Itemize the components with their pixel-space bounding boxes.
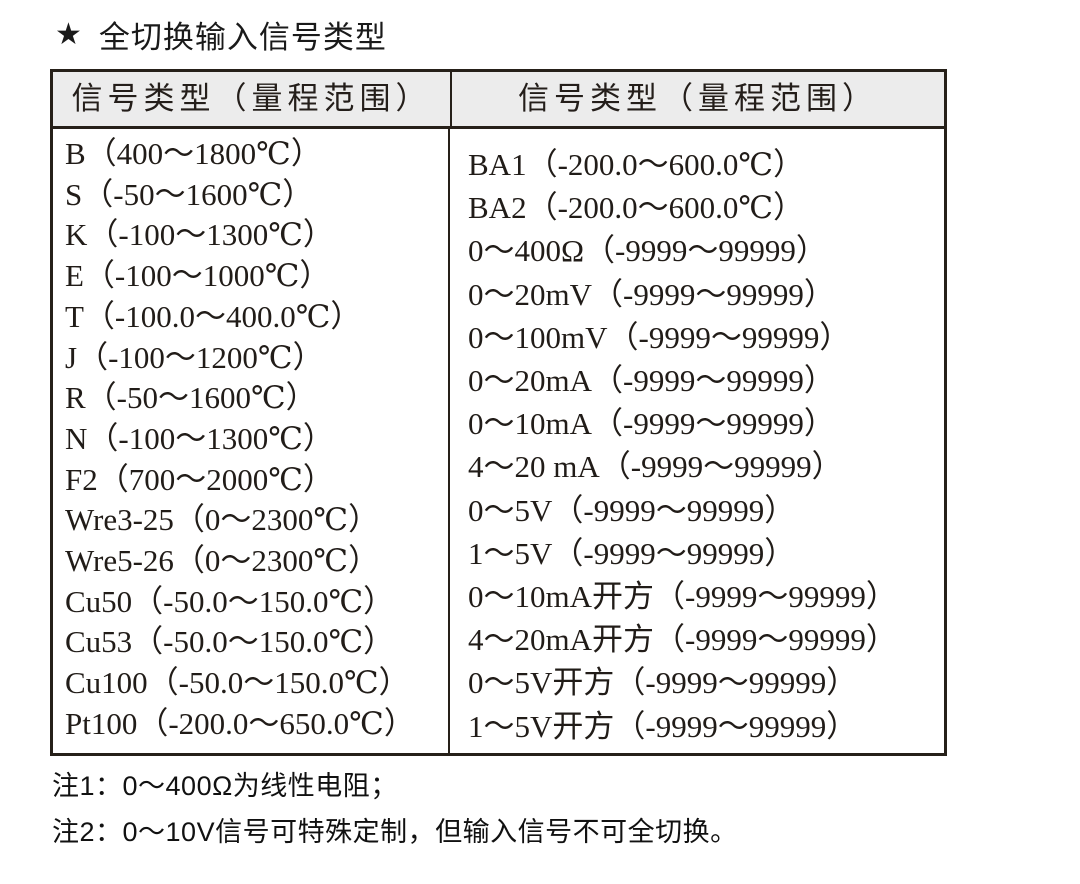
page-title-text: 全切换输入信号类型 xyxy=(98,20,387,55)
table-row: N（-100～1300℃） xyxy=(65,420,334,456)
table-row: Pt100（-200.0～650.0℃） xyxy=(65,705,415,741)
table-body: B（400～1800℃） S（-50～1600℃） K（-100～1300℃） … xyxy=(53,129,944,753)
table-row: Cu50（-50.0～150.0℃） xyxy=(65,583,395,619)
table-header-right: 信号类型（量程范围） xyxy=(518,81,878,116)
table-row: 0～10mA（-9999～99999） xyxy=(468,406,835,442)
table-row: 0～400Ω（-9999～99999） xyxy=(468,233,827,269)
note-1: 注1：0～400Ω为线性电阻； xyxy=(52,771,398,801)
table-row: 1～5V（-9999～99999） xyxy=(468,535,796,571)
table-row: BA2（-200.0～600.0℃） xyxy=(468,190,805,226)
star-icon: ★ xyxy=(55,17,83,51)
table-row: 1～5V开方（-9999～99999） xyxy=(468,708,858,744)
table-row: 0～20mA（-9999～99999） xyxy=(468,363,835,399)
table-row: B（400～1800℃） xyxy=(65,136,322,171)
table-header-left: 信号类型（量程范围） xyxy=(53,72,452,126)
table-row: Wre5-26（0～2300℃） xyxy=(65,543,380,579)
table-row: 0～100mV（-9999～99999） xyxy=(468,319,851,355)
table-row: K（-100～1300℃） xyxy=(65,217,334,253)
table-row: J（-100～1200℃） xyxy=(65,339,324,375)
table-row: BA1（-200.0～600.0℃） xyxy=(468,147,805,182)
table-row: 4～20 mA（-9999～99999） xyxy=(468,449,843,485)
table-row: T（-100.0～400.0℃） xyxy=(65,298,362,334)
page-title: ★ 全切换输入信号类型 xyxy=(55,12,387,57)
table-row: Wre3-25（0～2300℃） xyxy=(65,502,380,538)
table-row: E（-100～1000℃） xyxy=(65,258,331,294)
table-row: Cu53（-50.0～150.0℃） xyxy=(65,624,395,660)
table-row: 0～10mA开方（-9999～99999） xyxy=(468,579,897,615)
table-row: S（-50～1600℃） xyxy=(65,176,314,212)
table-column-right: BA1（-200.0～600.0℃） BA2（-200.0～600.0℃） 0～… xyxy=(450,129,944,753)
table-row: 0～5V开方（-9999～99999） xyxy=(468,665,858,701)
table-header-row: 信号类型（量程范围） 信号类型（量程范围） xyxy=(53,72,944,129)
table-row: 0～20mV（-9999～99999） xyxy=(468,276,835,312)
signal-type-table: 信号类型（量程范围） 信号类型（量程范围） B（400～1800℃） S（-50… xyxy=(50,69,947,756)
table-row: 0～5V（-9999～99999） xyxy=(468,492,796,528)
table-row: F2（700～2000℃） xyxy=(65,461,334,497)
table-row: Cu100（-50.0～150.0℃） xyxy=(65,665,410,701)
note-2: 注2：0～10V信号可特殊定制，但输入信号不可全切换。 xyxy=(52,817,738,847)
footnotes: 注1：0～400Ω为线性电阻； 注2：0～10V信号可特殊定制，但输入信号不可全… xyxy=(52,763,738,855)
table-column-left: B（400～1800℃） S（-50～1600℃） K（-100～1300℃） … xyxy=(53,129,450,753)
table-row: 4～20mA开方（-9999～99999） xyxy=(468,622,897,658)
table-row: R（-50～1600℃） xyxy=(65,380,317,416)
